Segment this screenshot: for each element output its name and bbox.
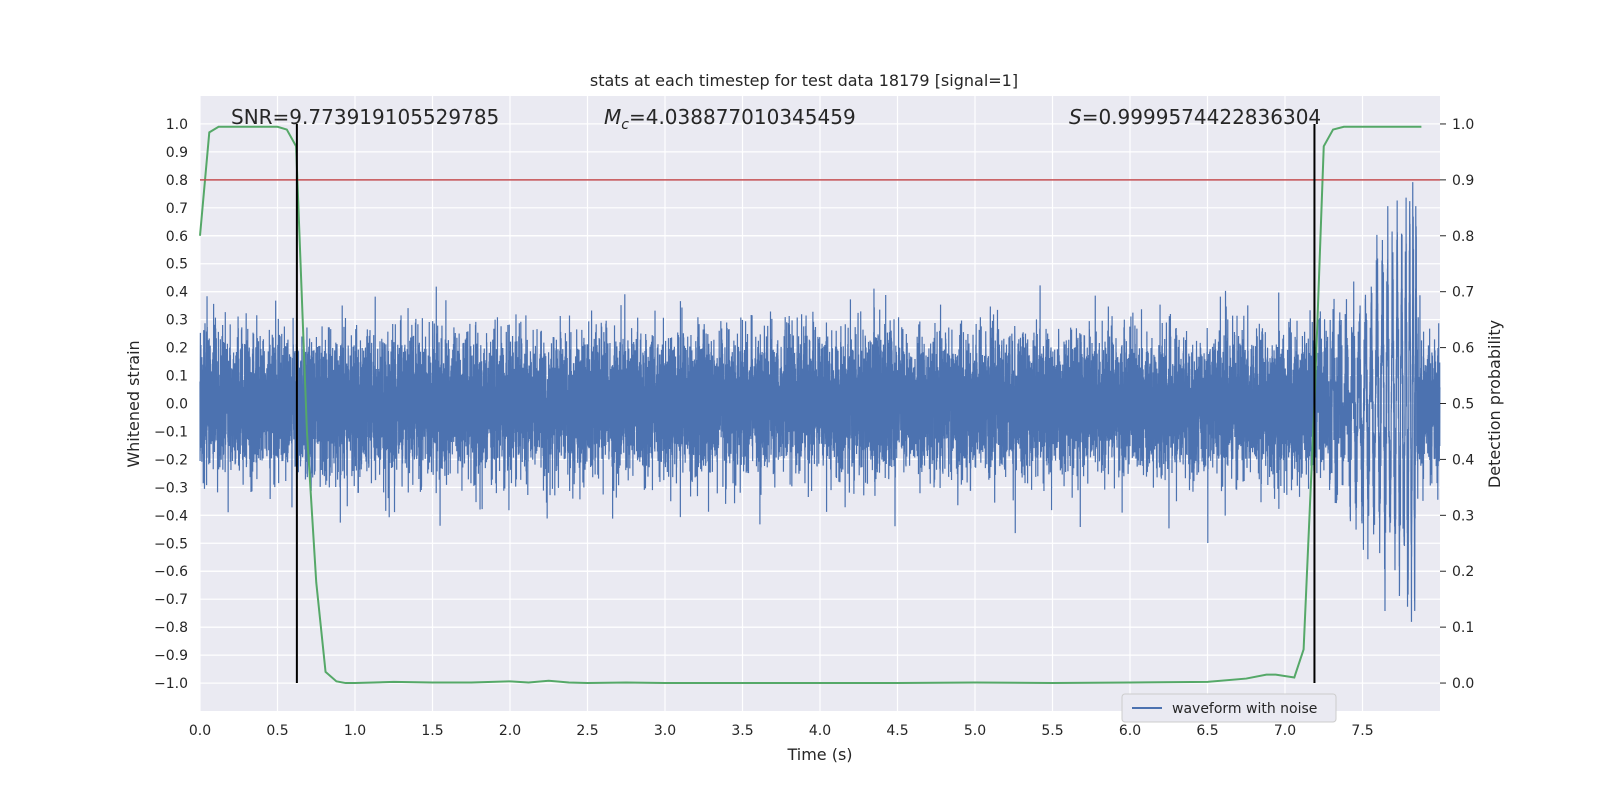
score-value: =0.9999574422836304 bbox=[1082, 105, 1321, 129]
x-tick-label: 0.5 bbox=[266, 723, 288, 739]
y-left-tick-label: −0.2 bbox=[154, 452, 188, 468]
y-right-tick-label: 0.1 bbox=[1452, 620, 1474, 636]
y-right-tick-label: 0.8 bbox=[1452, 229, 1474, 245]
y-left-tick-label: 0.0 bbox=[166, 397, 188, 413]
y-left-tick-label: 0.5 bbox=[166, 257, 188, 273]
y-right-tick-label: 0.5 bbox=[1452, 397, 1474, 413]
x-tick-label: 1.0 bbox=[344, 723, 366, 739]
y-right-tick-label: 0.4 bbox=[1452, 452, 1474, 468]
x-tick-label: 2.5 bbox=[576, 723, 598, 739]
y-left-tick-label: 0.7 bbox=[166, 201, 188, 217]
y-left-tick-label: 0.9 bbox=[166, 145, 188, 161]
x-tick-label: 3.5 bbox=[731, 723, 753, 739]
y-left-tick-label: −0.4 bbox=[154, 508, 188, 524]
y-left-tick-label: 0.1 bbox=[166, 369, 188, 385]
y-left-tick-label: −0.3 bbox=[154, 480, 188, 496]
overlay-layer bbox=[199, 123, 1440, 685]
x-tick-label: 5.5 bbox=[1041, 723, 1063, 739]
y-left-tick-label: −0.9 bbox=[154, 648, 188, 664]
x-axis-ticks: 0.0 0.5 1.0 1.5 2.0 2.5 3.0 3.5 4.0 4.5 5.0 5.5 6.0 6… bbox=[189, 723, 1374, 739]
y-right-axis-ticks: 1.0 0.9 0.8 0.7 0.6 0.5 0.4 0.3 0.2 0.1 0.0 bbox=[1440, 117, 1474, 692]
score-annotation: S=0.9999574422836304 bbox=[1069, 105, 1321, 129]
x-tick-label: 2.0 bbox=[499, 723, 521, 739]
y-left-axis-label: Whitened strain bbox=[124, 340, 143, 467]
y-left-tick-label: −0.7 bbox=[154, 592, 188, 608]
chirp-mass-subscript: c bbox=[621, 117, 629, 133]
x-axis-label: Time (s) bbox=[786, 745, 852, 764]
y-left-tick-label: −1.0 bbox=[154, 676, 188, 692]
y-right-tick-label: 1.0 bbox=[1452, 117, 1474, 133]
chart-title: stats at each timestep for test data 181… bbox=[590, 71, 1018, 90]
y-right-tick-label: 0.3 bbox=[1452, 508, 1474, 524]
chirp-mass-symbol: M bbox=[604, 105, 621, 129]
y-left-axis-ticks: 1.0 0.9 0.8 0.7 0.6 0.5 0.4 0.3 0.2 0.1 0.0 −0.1 −0.… bbox=[154, 117, 188, 692]
x-tick-label: 6.0 bbox=[1119, 723, 1141, 739]
y-right-tick-label: 0.2 bbox=[1452, 564, 1474, 580]
y-right-tick-label: 0.7 bbox=[1452, 285, 1474, 301]
legend: waveform with noise bbox=[1121, 693, 1337, 723]
y-left-tick-label: −0.6 bbox=[154, 564, 188, 580]
y-right-tick-label: 0.9 bbox=[1452, 173, 1474, 189]
series-line-waveform bbox=[199, 182, 1441, 622]
x-tick-label: 4.5 bbox=[886, 723, 908, 739]
x-tick-label: 7.0 bbox=[1274, 723, 1296, 739]
y-left-tick-label: 1.0 bbox=[166, 117, 188, 133]
chirp-mass-annotation: Mc=4.038877010345459 bbox=[604, 105, 856, 133]
y-right-tick-label: 0.6 bbox=[1452, 341, 1474, 357]
y-left-tick-label: 0.6 bbox=[166, 229, 188, 245]
y-left-tick-label: 0.8 bbox=[166, 173, 188, 189]
y-right-axis-label: Detection probability bbox=[1485, 320, 1504, 488]
series-layer bbox=[199, 182, 1441, 622]
chirp-mass-value: =4.038877010345459 bbox=[629, 105, 856, 129]
x-tick-label: 3.0 bbox=[654, 723, 676, 739]
x-tick-label: 6.5 bbox=[1196, 723, 1218, 739]
x-tick-label: 5.0 bbox=[964, 723, 986, 739]
x-tick-label: 1.5 bbox=[421, 723, 443, 739]
y-left-tick-label: 0.4 bbox=[166, 285, 188, 301]
score-symbol: S bbox=[1069, 105, 1082, 129]
y-left-tick-label: 0.2 bbox=[166, 341, 188, 357]
legend-label-waveform: waveform with noise bbox=[1172, 701, 1317, 717]
legend-box bbox=[1121, 693, 1337, 723]
y-left-tick-label: −0.1 bbox=[154, 424, 188, 440]
x-tick-label: 4.0 bbox=[809, 723, 831, 739]
y-left-tick-label: −0.5 bbox=[154, 536, 188, 552]
x-tick-label: 0.0 bbox=[189, 723, 211, 739]
x-tick-label: 7.5 bbox=[1351, 723, 1373, 739]
y-right-tick-label: 0.0 bbox=[1452, 676, 1474, 692]
snr-annotation: SNR=9.773919105529785 bbox=[231, 105, 499, 129]
y-left-tick-label: −0.8 bbox=[154, 620, 188, 636]
y-left-tick-label: 0.3 bbox=[166, 313, 188, 329]
